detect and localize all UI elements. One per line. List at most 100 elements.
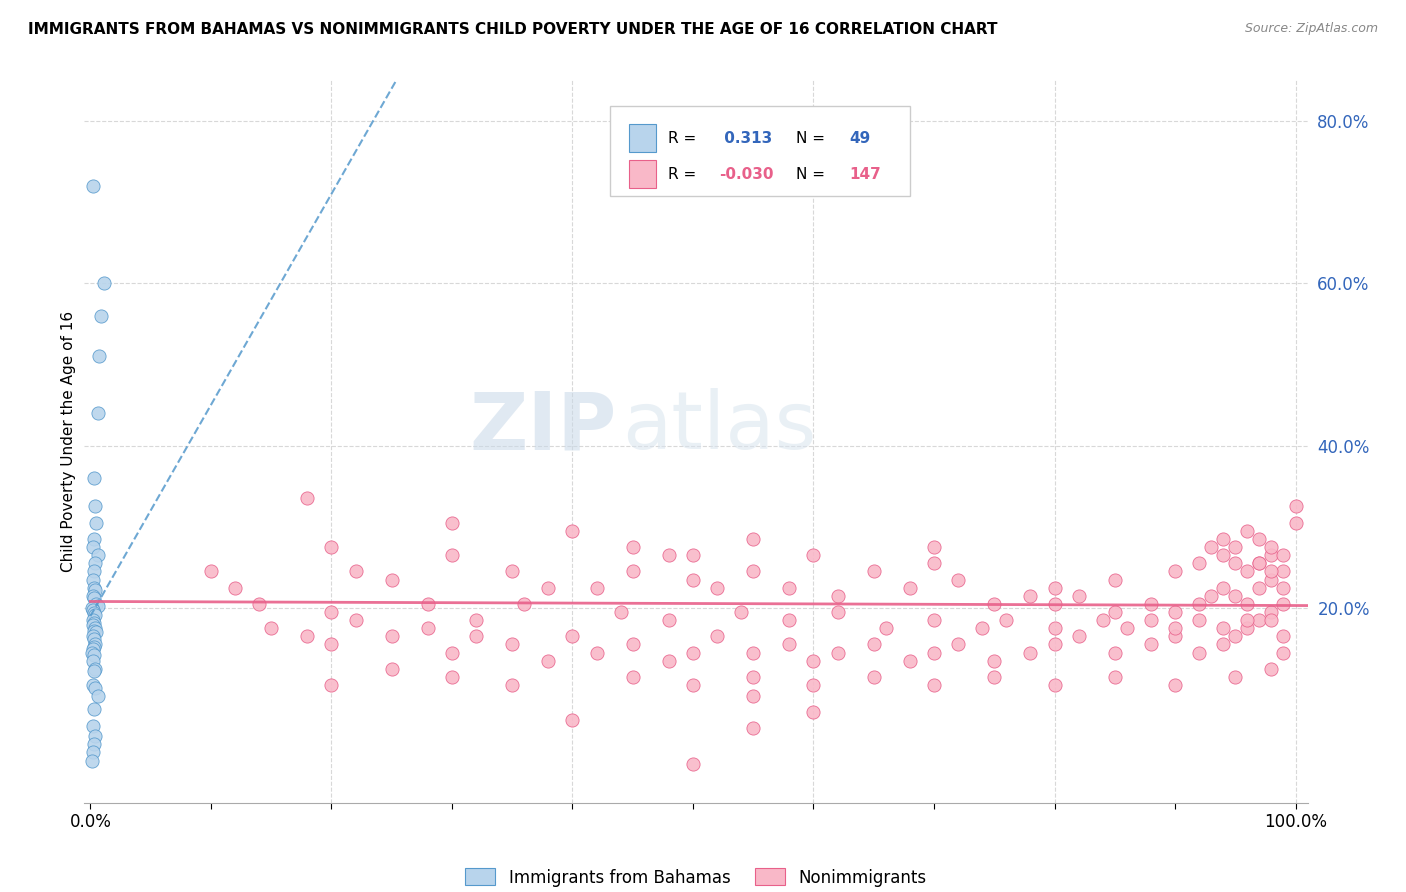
Point bbox=[862, 670, 884, 684]
Point bbox=[224, 581, 246, 595]
Point bbox=[1019, 589, 1042, 603]
Point bbox=[440, 670, 463, 684]
Point bbox=[83, 624, 105, 638]
Point bbox=[1164, 678, 1187, 692]
Point bbox=[82, 654, 104, 668]
Point bbox=[1043, 638, 1066, 652]
Point bbox=[803, 548, 825, 562]
Point bbox=[561, 713, 583, 727]
Text: 0.313: 0.313 bbox=[720, 130, 772, 145]
Point bbox=[1284, 500, 1306, 514]
Point bbox=[1104, 646, 1126, 660]
Point bbox=[1140, 638, 1163, 652]
Text: 49: 49 bbox=[849, 130, 870, 145]
Point bbox=[1164, 605, 1187, 619]
Y-axis label: Child Poverty Under the Age of 16: Child Poverty Under the Age of 16 bbox=[60, 311, 76, 572]
Text: N =: N = bbox=[796, 167, 830, 182]
Point bbox=[83, 532, 105, 546]
Point bbox=[1260, 613, 1282, 627]
Point bbox=[922, 613, 945, 627]
Point bbox=[1043, 621, 1066, 635]
Point bbox=[537, 581, 560, 595]
Point bbox=[86, 599, 108, 614]
Point bbox=[83, 665, 105, 679]
Point bbox=[1043, 581, 1066, 595]
Point bbox=[1272, 548, 1295, 562]
Point bbox=[742, 721, 765, 735]
Point bbox=[1260, 662, 1282, 676]
Point bbox=[1104, 670, 1126, 684]
Point bbox=[1225, 670, 1247, 684]
Point bbox=[827, 605, 849, 619]
Point bbox=[1225, 589, 1247, 603]
Point bbox=[803, 654, 825, 668]
Point bbox=[344, 565, 367, 579]
Point bbox=[82, 678, 104, 692]
Point bbox=[682, 646, 704, 660]
Point bbox=[658, 548, 681, 562]
Point bbox=[297, 491, 319, 506]
Point bbox=[682, 548, 704, 562]
Point bbox=[742, 532, 765, 546]
Point bbox=[80, 754, 103, 768]
Point bbox=[1212, 581, 1234, 595]
Text: N =: N = bbox=[796, 130, 830, 145]
Point bbox=[1260, 605, 1282, 619]
Point bbox=[440, 548, 463, 562]
Point bbox=[742, 670, 765, 684]
Point bbox=[1260, 573, 1282, 587]
Point bbox=[83, 591, 105, 606]
Point bbox=[84, 557, 107, 571]
Point bbox=[1199, 589, 1222, 603]
Point bbox=[585, 581, 607, 595]
Point bbox=[82, 573, 104, 587]
Point bbox=[1284, 516, 1306, 530]
Point bbox=[621, 565, 644, 579]
Point bbox=[381, 662, 404, 676]
Text: R =: R = bbox=[668, 167, 702, 182]
Point bbox=[465, 629, 488, 643]
Point bbox=[84, 681, 107, 695]
FancyBboxPatch shape bbox=[628, 161, 655, 188]
FancyBboxPatch shape bbox=[628, 124, 655, 152]
Point bbox=[1164, 629, 1187, 643]
Point bbox=[742, 689, 765, 703]
Point bbox=[621, 638, 644, 652]
Point bbox=[86, 516, 108, 530]
Point bbox=[1260, 548, 1282, 562]
Text: IMMIGRANTS FROM BAHAMAS VS NONIMMIGRANTS CHILD POVERTY UNDER THE AGE OF 16 CORRE: IMMIGRANTS FROM BAHAMAS VS NONIMMIGRANTS… bbox=[28, 22, 998, 37]
Point bbox=[1212, 548, 1234, 562]
Point bbox=[1272, 646, 1295, 660]
Text: atlas: atlas bbox=[623, 388, 817, 467]
Point bbox=[827, 589, 849, 603]
Point bbox=[1067, 589, 1090, 603]
Point bbox=[86, 689, 108, 703]
Point bbox=[440, 516, 463, 530]
Point bbox=[90, 309, 112, 323]
Point bbox=[82, 540, 104, 554]
Point bbox=[84, 500, 107, 514]
Point bbox=[84, 729, 107, 743]
Point bbox=[200, 565, 222, 579]
Point bbox=[465, 613, 488, 627]
Point bbox=[1249, 613, 1271, 627]
Point bbox=[82, 642, 104, 657]
Point bbox=[1272, 629, 1295, 643]
Point bbox=[803, 705, 825, 719]
Point bbox=[416, 621, 439, 635]
Point bbox=[1260, 565, 1282, 579]
Point bbox=[80, 646, 103, 660]
Point bbox=[86, 548, 108, 562]
Legend: Immigrants from Bahamas, Nonimmigrants: Immigrants from Bahamas, Nonimmigrants bbox=[458, 862, 934, 892]
Point bbox=[621, 670, 644, 684]
Point bbox=[995, 613, 1018, 627]
Point bbox=[706, 581, 728, 595]
Point bbox=[344, 613, 367, 627]
Point bbox=[83, 640, 105, 654]
Point bbox=[501, 678, 523, 692]
Point bbox=[260, 621, 283, 635]
Point bbox=[585, 646, 607, 660]
Point bbox=[440, 646, 463, 660]
Point bbox=[730, 605, 752, 619]
Point bbox=[84, 621, 107, 635]
